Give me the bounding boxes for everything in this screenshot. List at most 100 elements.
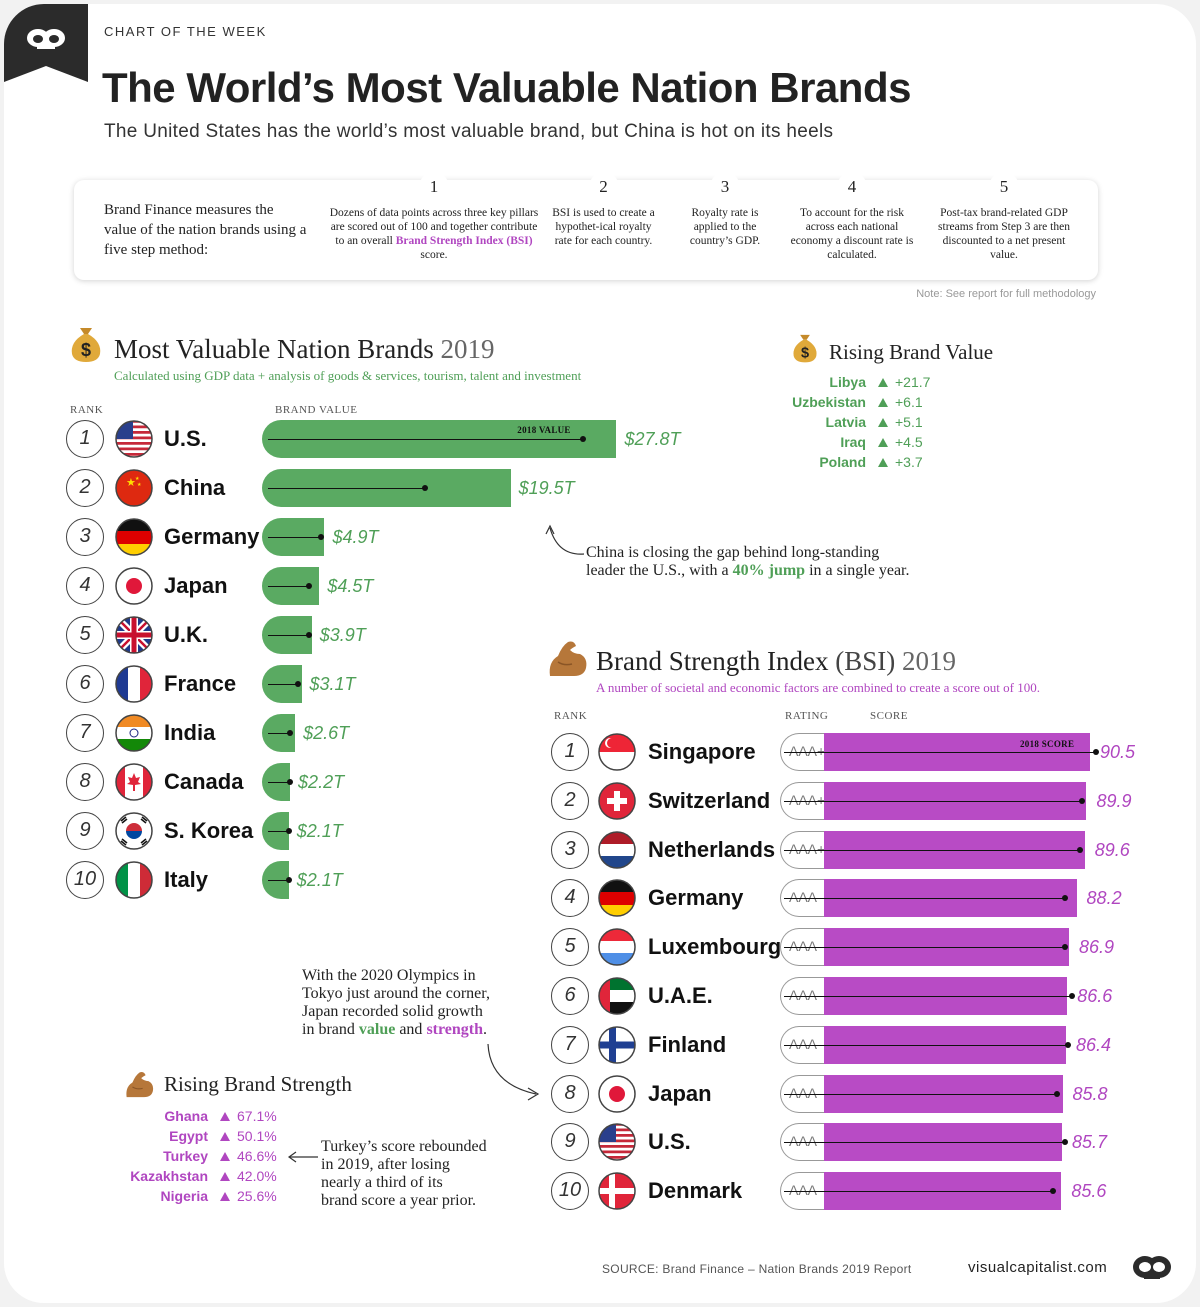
prior-year-line (268, 831, 289, 832)
methodology-panel: Brand Finance measures the value of the … (74, 172, 1098, 280)
score-label: 85.6 (1071, 1181, 1107, 1202)
rising-item-value: 67.1% (237, 1108, 277, 1124)
step-text: Post-tax brand-related GDP streams from … (938, 207, 1070, 261)
country-name: U.K. (164, 622, 208, 647)
flag-jp-icon (115, 567, 153, 605)
rank-badge: 8 (66, 763, 104, 801)
country-name: Japan (648, 1080, 712, 1106)
prior-year-line (268, 733, 291, 734)
rising-item-value: +3.7 (895, 454, 923, 470)
value-section-title: Most Valuable Nation Brands 2019 (114, 334, 495, 364)
prior-year-dot (294, 681, 301, 687)
country-name: China (164, 475, 226, 500)
score-label: 90.5 (1100, 742, 1136, 762)
rising-item-name: Iraq (840, 434, 866, 450)
rising-strength-title: Rising Brand Strength (164, 1072, 352, 1096)
rising-item-value: +21.7 (895, 374, 931, 390)
prior-year-dot (1053, 1090, 1060, 1097)
flag-ae-icon (598, 977, 636, 1015)
score-label: 86.9 (1078, 937, 1114, 958)
rank-badge: 3 (551, 830, 589, 869)
country-name: S. Korea (164, 818, 254, 843)
rank-badge: 1 (551, 733, 589, 771)
svg-text:★: ★ (135, 476, 140, 482)
score-label: 89.6 (1094, 839, 1130, 860)
rank-badge: 4 (551, 879, 589, 918)
rising-item-name: Egypt (169, 1128, 208, 1144)
up-triangle-icon (220, 1152, 230, 1161)
up-triangle-icon (220, 1112, 230, 1121)
score-label: 88.2 (1086, 888, 1122, 909)
prior-year-dot (1061, 1139, 1068, 1146)
rank-badge: 3 (66, 518, 104, 556)
flag-de-icon (115, 518, 153, 556)
prior-year-line (784, 1191, 1054, 1193)
brand-value-label: BRAND VALUE (275, 404, 358, 416)
page-subtitle: The United States has the world’s most v… (104, 121, 834, 142)
prior-year-dot (1061, 944, 1068, 951)
up-triangle-icon (878, 378, 888, 387)
prior-year-line (268, 684, 298, 685)
rank-badge: 6 (551, 977, 589, 1015)
prior-year-line (784, 1044, 1069, 1046)
flag-fi-icon (598, 1026, 636, 1064)
prior-year-line (784, 849, 1081, 851)
strength-section-subtitle: A number of societal and economic factor… (596, 680, 1040, 695)
rating-label: RATING (785, 710, 829, 722)
annotation-arrow-icon (545, 524, 585, 555)
up-triangle-icon (878, 438, 888, 447)
prior-year-dot (1079, 797, 1086, 804)
value-label: $2.1T (296, 821, 343, 841)
rising-item-value: +5.1 (895, 414, 923, 430)
infographic-page: CHART OF THE WEEK The World’s Most Valua… (4, 4, 1196, 1303)
rank-badge: 4 (66, 567, 104, 605)
flag-it-icon (115, 861, 153, 899)
step-text: Dozens of data points across three key p… (329, 207, 539, 261)
source-text: SOURCE: Brand Finance – Nation Brands 20… (602, 1262, 912, 1276)
turkey-annotation: Turkey’s score rebounded in 2019, after … (321, 1138, 487, 1209)
prior-year-dot (306, 632, 313, 638)
prior-year-dot (287, 730, 294, 736)
rank-badge: 5 (66, 616, 104, 654)
prior-year-line (784, 1093, 1057, 1095)
rising-item-name: Poland (819, 454, 866, 470)
prior-year-line (784, 996, 1072, 997)
rating-badge: AAA (780, 1025, 826, 1064)
rising-item-name: Latvia (825, 414, 866, 430)
rising-item-name: Libya (829, 374, 866, 390)
prior-year-label: 2018 VALUE (517, 425, 571, 435)
value-label: $3.1T (309, 674, 356, 694)
country-name: Germany (164, 524, 260, 549)
flag-cn-icon: ★ ★ ★ (115, 469, 153, 507)
country-name: Switzerland (648, 787, 771, 813)
rank-badge: 2 (66, 469, 104, 507)
score-label: SCORE (870, 710, 908, 722)
score-label: 89.9 (1096, 790, 1132, 811)
prior-year-dot (285, 828, 292, 834)
country-name: U.A.E. (648, 983, 713, 1008)
rank-badge: 10 (66, 861, 104, 899)
score-label: 86.4 (1076, 1034, 1112, 1055)
up-triangle-icon (878, 458, 888, 467)
step-number: 3 (710, 172, 740, 202)
step-text: BSI is used to create a hypothet-ical ro… (552, 207, 655, 247)
visual-capitalist-logo-icon (1133, 1256, 1171, 1279)
rank-badge: 7 (551, 1025, 589, 1064)
methodology-note: Note: See report for full methodology (916, 288, 1096, 300)
prior-year-dot (1065, 1041, 1072, 1048)
flag-dk-icon (598, 1172, 636, 1210)
rating-badge: AAA (780, 928, 826, 967)
annotation-arrow-icon (487, 1043, 540, 1101)
prior-year-dot (317, 534, 324, 540)
prior-year-line (268, 439, 584, 440)
prior-year-line (784, 947, 1065, 949)
page-title: The World’s Most Valuable Nation Brands (102, 64, 911, 111)
brand-link[interactable]: visualcapitalist.com (968, 1259, 1108, 1276)
flag-us-icon (115, 420, 153, 458)
country-name: Canada (164, 769, 244, 794)
rating-badge: AAA (780, 1123, 826, 1162)
step-number: 5 (989, 172, 1019, 202)
rising-item-value: 46.6% (237, 1148, 277, 1164)
prior-year-dot (1061, 895, 1068, 902)
up-triangle-icon (220, 1172, 230, 1181)
